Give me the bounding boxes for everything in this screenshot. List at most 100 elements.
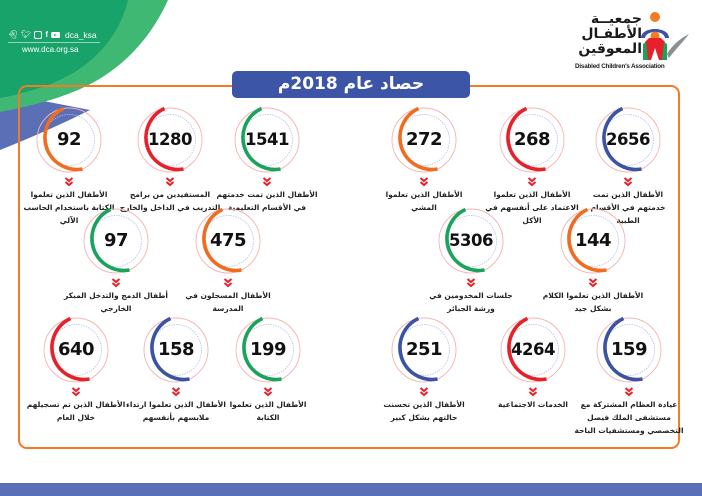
ring-outer-circle (137, 107, 203, 173)
stat-value: 92 (56, 129, 82, 150)
stat-item: 268 الأطفال الذين تعلموا الاعتماد على أنف… (482, 105, 582, 227)
stat-item: 158 الأطفال الذين تعلموا ارتداء ملابسهم ب… (126, 315, 226, 424)
stat-label: الأطفال الذين تمت خدمتهم في الأقسام التع… (216, 190, 318, 212)
ring-graphic (137, 106, 203, 173)
stat-ring: 272 (389, 105, 459, 175)
ring-graphic (36, 106, 102, 173)
stat-label: الخدمات الاجتماعية (498, 400, 568, 409)
ring-graphic (83, 207, 149, 274)
ring-graphic (560, 207, 626, 274)
ring-outer-circle (500, 317, 566, 383)
ring-outer-circle (235, 317, 301, 383)
ring-graphic (43, 316, 109, 383)
ring-progress-arc (242, 316, 282, 382)
facebook-icon[interactable]: f (45, 30, 48, 39)
ring-inner-circle (567, 215, 619, 267)
stat-ring: 92 (34, 105, 104, 175)
snapchat-icon[interactable]: 👻︎ (8, 30, 19, 39)
stat-label: الأطفال الذين تعلموا الكلام بشكل جيد (542, 291, 644, 313)
ring-outer-circle (143, 317, 209, 383)
double-chevron-down-icon (165, 177, 175, 187)
stat-item: 199 الأطفال الذين تعلموا الكتابة (221, 315, 316, 424)
stat-ring: 640 (41, 315, 111, 385)
double-chevron-down-icon (588, 278, 598, 288)
stat-ring: 158 (141, 315, 211, 385)
stat-ring: 251 (389, 315, 459, 385)
ring-outer-circle (43, 317, 109, 383)
double-chevron-down-icon (171, 387, 181, 397)
ring-inner-circle (507, 324, 559, 376)
stat-value: 272 (405, 129, 443, 150)
stat-value: 159 (610, 339, 648, 360)
stat-label: عيادة العظام المشتركة مع مستشفى الملك في… (574, 400, 684, 435)
logo-english-text: Disabled Children's Association (575, 63, 665, 70)
footer-bar (0, 483, 702, 496)
stat-label: الأطفال المسجلون في المدرسة (185, 291, 271, 313)
stat-item: 272 الأطفال الذين تعلموا المشي (384, 105, 464, 214)
stat-label: الأطفال الذين تعلموا الاعتماد على أنفسهم… (485, 190, 579, 225)
ring-inner-circle (398, 114, 450, 166)
stat-value: 2656 (606, 130, 650, 149)
ring-graphic (499, 106, 565, 173)
ring-graphic (235, 316, 301, 383)
double-chevron-down-icon (624, 387, 634, 397)
stat-label: المستفيدين من برامج التدريب في الداخل وا… (119, 190, 221, 212)
logo-arabic-text: جمعيــة الأطفـال المعوقين (578, 12, 642, 57)
youtube-icon[interactable] (50, 32, 60, 38)
ring-graphic (438, 207, 504, 274)
page-title: حصاد عام 2018م (232, 71, 470, 98)
website-link[interactable]: www.dca.org.sa (22, 45, 79, 54)
logo-arabic-line: الأطفـال (581, 26, 642, 42)
blue-swoosh (0, 95, 90, 150)
double-chevron-down-icon (262, 177, 272, 187)
stat-ring: 97 (81, 206, 151, 276)
ring-outer-circle (438, 208, 504, 274)
ring-outer-circle (195, 208, 261, 274)
stat-ring: 268 (497, 105, 567, 175)
ring-inner-circle (603, 324, 655, 376)
double-chevron-down-icon (527, 177, 537, 187)
ring-progress-arc (150, 316, 190, 382)
logo-arabic-line: جمعيــة (590, 11, 642, 27)
double-chevron-down-icon (419, 387, 429, 397)
double-chevron-down-icon (419, 177, 429, 187)
stat-item: 4264 الخدمات الاجتماعية (486, 315, 581, 411)
ring-outer-circle (499, 107, 565, 173)
ring-inner-circle (90, 215, 142, 267)
stat-item: 1280 المستفيدين من برامج التدريب في الداخ… (115, 105, 225, 214)
ring-outer-circle (234, 107, 300, 173)
stat-item: 251 الأطفال الذين تحسنت حالتهم بشكل كبير (374, 315, 474, 424)
stat-value: 144 (574, 230, 612, 251)
stat-item: 97 أطفال الدمج والتدخل المبكر الخارجي (61, 206, 171, 315)
ring-inner-circle (43, 114, 95, 166)
stat-label: الأطفال الذين تعلموا المشي (385, 190, 463, 212)
stat-item: 1541 الأطفال الذين تمت خدمتهم في الأقسام … (212, 105, 322, 214)
ring-outer-circle (560, 208, 626, 274)
logo-arabic-line: المعوقين (578, 41, 642, 57)
ring-progress-arc (602, 106, 642, 172)
stat-value: 1541 (245, 130, 289, 149)
social-handle[interactable]: dca_ksa (64, 30, 97, 40)
ring-progress-arc (43, 106, 83, 172)
stat-label: جلسات المخدومين في ورشة الجبائر (429, 291, 513, 313)
ring-progress-arc (398, 106, 438, 172)
stat-ring: 1280 (135, 105, 205, 175)
stat-value: 268 (513, 129, 551, 150)
ring-inner-circle (506, 114, 558, 166)
stat-label: الأطفال الذين تعلموا الكتابة (229, 400, 307, 422)
ring-inner-circle (150, 324, 202, 376)
double-chevron-down-icon (466, 278, 476, 288)
twitter-icon[interactable]: 🐦︎ (21, 30, 32, 39)
ring-outer-circle (391, 107, 457, 173)
stat-value: 158 (157, 339, 195, 360)
double-chevron-down-icon (528, 387, 538, 397)
stat-value: 4264 (511, 340, 555, 359)
ring-outer-circle (595, 107, 661, 173)
stat-value: 5306 (449, 231, 493, 250)
instagram-icon[interactable] (34, 31, 43, 39)
stat-value: 1280 (148, 130, 192, 149)
dca-logo: جمعيــة الأطفـال المعوقين Disabled Child… (575, 8, 690, 78)
stat-ring: 159 (594, 315, 664, 385)
ring-inner-circle (242, 324, 294, 376)
